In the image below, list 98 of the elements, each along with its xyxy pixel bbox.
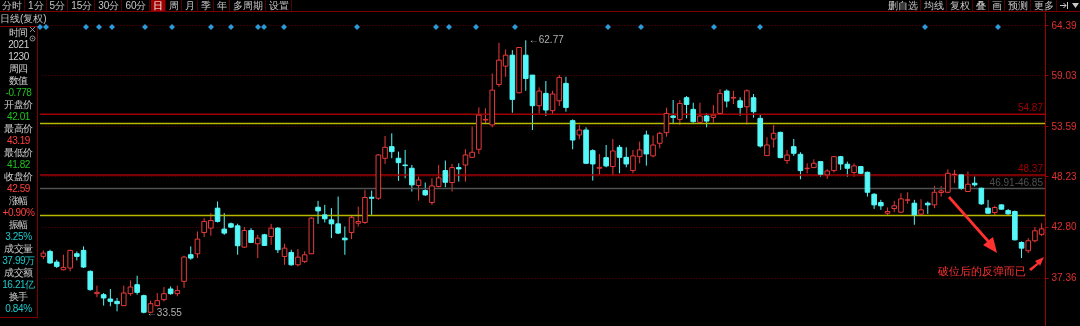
candlestick bbox=[536, 86, 542, 114]
candlestick bbox=[643, 130, 650, 167]
candlestick bbox=[610, 138, 616, 177]
candlestick bbox=[275, 226, 281, 254]
text: 振幅 bbox=[7, 219, 30, 231]
candlestick bbox=[918, 198, 924, 216]
y-tick-label: 37.36 bbox=[1051, 272, 1077, 284]
candlestick bbox=[94, 285, 100, 298]
y-tick-label: 48.23 bbox=[1051, 170, 1077, 182]
text: 时间 bbox=[7, 27, 30, 39]
chart-title: 日线(复权) bbox=[0, 12, 47, 26]
candlestick bbox=[569, 118, 576, 150]
candlestick bbox=[911, 199, 918, 226]
text: 成交额 bbox=[3, 267, 34, 279]
candlestick bbox=[744, 88, 750, 125]
text: 37.99万 bbox=[1, 255, 36, 267]
annotation: ←33.55 bbox=[146, 307, 183, 319]
text: -0.778 bbox=[4, 87, 33, 99]
candlestick bbox=[388, 132, 395, 159]
y-tick-label: 53.59 bbox=[1051, 120, 1077, 132]
ref-line-label: 46.91-46.85 bbox=[989, 176, 1044, 188]
candlestick bbox=[415, 176, 422, 202]
text: 日 bbox=[150, 0, 166, 11]
candlestick bbox=[134, 275, 140, 296]
text: 周四 bbox=[7, 63, 30, 75]
text: 41.82 bbox=[6, 159, 31, 171]
candlestick bbox=[965, 171, 971, 193]
candlestick bbox=[409, 164, 415, 193]
candlestick bbox=[677, 99, 683, 126]
text: 分时 bbox=[0, 0, 25, 11]
candlestick bbox=[281, 243, 288, 266]
text: 换手 bbox=[7, 291, 30, 303]
candlestick bbox=[690, 102, 697, 124]
text: 收盘价 bbox=[3, 171, 34, 183]
candlestick bbox=[750, 93, 757, 119]
y-tick-label: 59.03 bbox=[1051, 69, 1077, 81]
candlestick bbox=[161, 286, 167, 302]
text: 0.84% bbox=[4, 303, 33, 315]
text: 2021 bbox=[7, 39, 30, 51]
text: 多周期 bbox=[230, 0, 266, 11]
y-tick-label: 64.39 bbox=[1051, 19, 1077, 31]
text: 42.59 bbox=[6, 183, 31, 195]
candlestick bbox=[985, 199, 991, 215]
candlestick bbox=[683, 95, 690, 119]
text: 42.01 bbox=[6, 111, 31, 123]
candlestick bbox=[764, 136, 770, 157]
text: +0.90% bbox=[1, 207, 36, 219]
candlestick bbox=[543, 80, 549, 117]
y-tick-label: 42.80 bbox=[1051, 221, 1077, 233]
ref-line-label: 54.87 bbox=[1017, 102, 1044, 114]
text: 43.19 bbox=[6, 135, 31, 147]
text: 预测 bbox=[1006, 0, 1031, 11]
candlestick bbox=[442, 160, 449, 188]
text: 最低价 bbox=[3, 147, 34, 159]
text: 16.21亿 bbox=[1, 279, 36, 291]
text: 1230 bbox=[7, 51, 30, 63]
candlestick bbox=[784, 149, 790, 165]
annotation: ←62.77 bbox=[528, 34, 565, 46]
candlestick bbox=[221, 212, 228, 236]
text: 5分 bbox=[47, 0, 69, 11]
text: 周 bbox=[166, 0, 182, 11]
text: 60分 bbox=[123, 0, 150, 11]
candlestick bbox=[194, 230, 201, 259]
ref-line-label: 48.37 bbox=[1017, 162, 1044, 174]
text: 季 bbox=[198, 0, 214, 11]
candlestick bbox=[717, 88, 723, 115]
text: 画 bbox=[990, 0, 1005, 11]
candlestick bbox=[402, 149, 408, 179]
text: 15分 bbox=[69, 0, 96, 11]
text: 3.25% bbox=[4, 231, 33, 243]
text: 月 bbox=[182, 0, 198, 11]
text: 成交量 bbox=[3, 243, 34, 255]
text: 复权 bbox=[948, 0, 973, 11]
text: 最高价 bbox=[3, 123, 34, 135]
candlestick bbox=[455, 162, 462, 183]
candlestick bbox=[770, 124, 777, 149]
candlestick bbox=[737, 96, 743, 117]
text: 30分 bbox=[96, 0, 123, 11]
annotation: 破位后的反弹而已 bbox=[938, 264, 1026, 279]
text: 删自选 bbox=[886, 0, 921, 11]
candlestick bbox=[87, 269, 94, 292]
candlestick bbox=[368, 190, 375, 216]
text: 1分 bbox=[26, 0, 47, 11]
text: 年 bbox=[214, 0, 230, 11]
candlestick bbox=[254, 234, 261, 259]
text: 更多 bbox=[1032, 0, 1057, 11]
text: 涨幅 bbox=[7, 195, 30, 207]
text: 均线 bbox=[922, 0, 947, 11]
candlestick bbox=[670, 99, 676, 125]
text: 开盘价 bbox=[3, 99, 34, 111]
text: 数值 bbox=[7, 75, 30, 87]
candlestick bbox=[268, 223, 274, 246]
text: 叠 bbox=[974, 0, 989, 11]
text: 设置 bbox=[266, 0, 292, 11]
candlestick bbox=[449, 163, 455, 193]
candlestick bbox=[723, 88, 730, 108]
candlestick bbox=[596, 153, 603, 176]
candlestick bbox=[315, 200, 321, 225]
